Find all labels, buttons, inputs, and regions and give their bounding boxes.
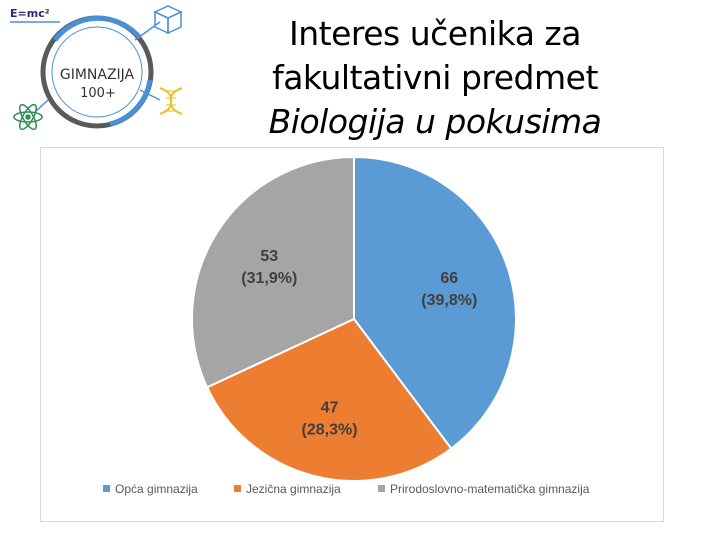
dna-icon	[159, 87, 183, 115]
data-label-value-1: 66	[440, 270, 458, 287]
data-label-percent-2: (28,3%)	[302, 421, 358, 438]
data-label-value-3: 53	[260, 248, 278, 265]
legend-swatch-1	[103, 485, 110, 492]
title-line-2: fakultativni predmet	[272, 58, 598, 97]
title-line-1: Interes učenika za	[289, 14, 581, 53]
school-logo: GIMNAZIJA 100+ E=mc²	[0, 0, 200, 135]
chart-frame: 66 (39,8%) 47 (28,3%) 53 (31,9%) Opća gimnazij…	[40, 147, 664, 522]
legend-swatch-3	[378, 485, 385, 492]
logo-name-line2: 100+	[80, 86, 116, 101]
title-line-3: Biologija u pokusima	[268, 102, 602, 141]
legend-label-1: Opća gimnazija	[115, 482, 198, 496]
legend-swatch-2	[234, 485, 241, 492]
data-label-percent-1: (39,8%)	[421, 292, 477, 309]
formula-text: E=mc²	[10, 7, 50, 20]
logo-graphic: GIMNAZIJA 100+ E=mc²	[10, 5, 183, 131]
atom-icon	[13, 103, 43, 131]
slide-title: Interes učenika za fakultativni predmet …	[250, 12, 620, 144]
legend-label-3: Prirodoslovno-matematička gimnazija	[390, 482, 590, 496]
pie-slice-1	[353, 155, 517, 451]
data-label-value-2: 47	[321, 399, 339, 416]
legend-label-2: Jezična gimnazija	[246, 482, 341, 496]
cube-icon	[153, 5, 183, 35]
logo-name-line1: GIMNAZIJA	[60, 67, 135, 83]
data-label-percent-3: (31,9%)	[241, 270, 297, 287]
pie-slice-3	[191, 155, 355, 389]
pie-chart: 66 (39,8%) 47 (28,3%) 53 (31,9%) Opća gimnazij…	[103, 155, 590, 496]
